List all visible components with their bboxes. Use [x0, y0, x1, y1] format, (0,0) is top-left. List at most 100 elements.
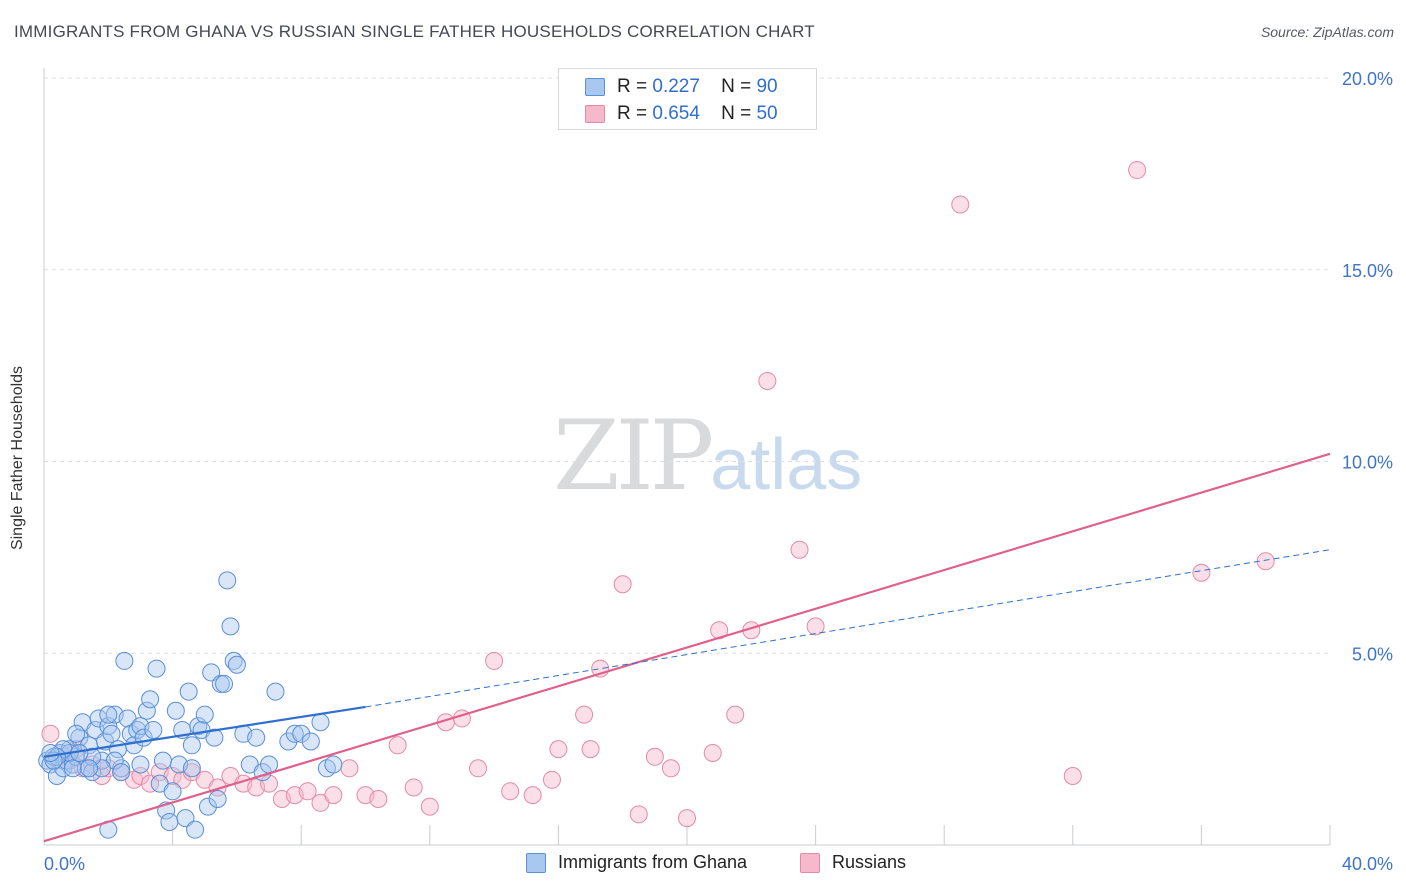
ghana-point [115, 651, 134, 670]
russians-point [1063, 766, 1082, 785]
russians-point [645, 747, 664, 766]
chart-source: Source: ZipAtlas.com [1260, 24, 1394, 40]
watermark-zip: ZIP [553, 400, 714, 512]
ghana-point [163, 782, 182, 801]
ghana-point [266, 682, 285, 701]
russians-point [629, 805, 648, 824]
russians-point [703, 743, 722, 762]
x-tick-label-max: 40.0% [1342, 854, 1393, 874]
ghana-point [125, 736, 144, 755]
russians-point [1192, 563, 1211, 582]
legend-n-value-ghana: 90 [756, 76, 778, 97]
ghana-point [176, 809, 195, 828]
ghana-point [247, 728, 266, 747]
ghana-point [324, 755, 343, 774]
tick-labels: 5.0% 10.0% 15.0% 20.0% 0.0% 40.0% [44, 69, 1393, 874]
russians-point [41, 724, 60, 743]
russians-point [758, 371, 777, 390]
bottom-legend-label-russians: Russians [832, 852, 907, 872]
legend-n-label: N = [721, 76, 752, 97]
ghana-point [166, 701, 185, 720]
axes [43, 68, 1331, 846]
ghana-point [63, 759, 82, 778]
ghana-point [144, 720, 163, 739]
y-tick-label: 5.0% [1352, 644, 1393, 664]
legend-n-label: N = [721, 103, 752, 124]
ghana-point [112, 759, 131, 778]
russians-swatch [800, 853, 820, 873]
y-tick-label: 15.0% [1342, 261, 1393, 281]
ghana-point [67, 724, 86, 743]
y-tick-label: 10.0% [1342, 453, 1393, 473]
ghana-point [92, 759, 111, 778]
chart-title: IMMIGRANTS FROM GHANA VS RUSSIAN SINGLE … [14, 22, 815, 41]
correlation-legend: R = 0.227 N = 90 R = 0.654 N = 50 [558, 68, 817, 130]
trend-lines [43, 452, 1331, 843]
russians-trend-line [43, 452, 1331, 843]
russians-point [369, 789, 388, 808]
ghana-series [38, 571, 343, 839]
x-tick-label-min: 0.0% [44, 854, 85, 874]
ghana-point [205, 728, 224, 747]
ghana-point [137, 701, 156, 720]
russians-point [549, 740, 568, 759]
ghana-point [195, 705, 214, 724]
russians-point [141, 774, 160, 793]
russians-point [404, 778, 423, 797]
ghana-point [227, 655, 246, 674]
ghana-point [202, 663, 221, 682]
bottom-legend-label-ghana: Immigrants from Ghana [558, 852, 748, 872]
russians-point [324, 786, 343, 805]
ghana-point [301, 732, 320, 751]
ghana-point [198, 797, 217, 816]
ghana-trend-line [43, 705, 366, 758]
y-axis-label: Single Father Households [9, 365, 26, 551]
russians-point [542, 770, 561, 789]
russians-point [951, 195, 970, 214]
ghana-point [260, 755, 279, 774]
ghana-point [131, 755, 150, 774]
legend-text-ghana: R = 0.227 N = 90 [617, 76, 778, 98]
russians-point [469, 759, 488, 778]
russians-point [1256, 552, 1275, 571]
russians-swatch [585, 105, 605, 123]
ghana-point [311, 713, 330, 732]
russians-point [340, 759, 359, 778]
ghana-swatch [585, 78, 605, 96]
ghana-point [179, 682, 198, 701]
legend-r-value-russians: 0.654 [652, 103, 700, 124]
russians-point [485, 651, 504, 670]
russians-series [41, 161, 1275, 828]
russians-point [501, 782, 520, 801]
ghana-point [80, 759, 99, 778]
ghana-point [99, 705, 118, 724]
russians-point [790, 540, 809, 559]
ghana-point [221, 617, 240, 636]
ghana-point [218, 571, 237, 590]
legend-r-value-ghana: 0.227 [652, 76, 700, 97]
ghana-point [112, 763, 131, 782]
ghana-point [102, 724, 121, 743]
russians-point [388, 736, 407, 755]
y-tick-label: 20.0% [1342, 69, 1393, 89]
watermark: ZIPatlas [553, 400, 862, 512]
russians-point [420, 797, 439, 816]
russians-point [1128, 161, 1147, 180]
russians-point [260, 774, 279, 793]
ghana-trend-extension [365, 549, 1331, 708]
ghana-point [285, 724, 304, 743]
watermark-atlas: atlas [710, 425, 863, 505]
ghana-point [41, 743, 60, 762]
ghana-swatch [526, 853, 546, 873]
russians-point [298, 782, 317, 801]
legend-r-label: R = [617, 103, 648, 124]
russians-point [806, 617, 825, 636]
russians-point [523, 786, 542, 805]
russians-point [575, 705, 594, 724]
ghana-point [182, 736, 201, 755]
ghana-point [47, 766, 66, 785]
ghana-point [215, 674, 234, 693]
legend-text-russians: R = 0.654 N = 50 [617, 103, 778, 125]
russians-point [726, 705, 745, 724]
